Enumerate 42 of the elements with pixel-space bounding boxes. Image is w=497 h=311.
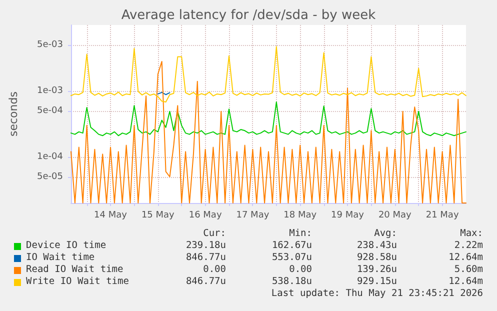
text: Avg: [374, 228, 397, 239]
text: Max: [460, 228, 483, 239]
text: 5.60m [454, 264, 483, 275]
text: 846.77u [186, 276, 226, 287]
text: 929.15u [356, 276, 397, 287]
text: Last update: Thu May 21 23:45:21 2026 [271, 288, 483, 299]
x-tick-label: 15 May [141, 210, 176, 220]
text: 538.18u [272, 276, 312, 287]
text: 2.22m [454, 240, 483, 251]
x-tick-label: 14 May [94, 210, 128, 220]
legend-label: Write IO Wait time [26, 276, 129, 287]
line-series [70, 46, 466, 102]
y-tick-label: 1e-04 [37, 152, 64, 162]
legend-label: IO Wait time [26, 252, 95, 263]
text: Cur: [203, 228, 226, 239]
text: 162.67u [272, 240, 312, 251]
legend-label: Read IO Wait time [26, 264, 124, 275]
y-tick-label: 5e-04 [37, 106, 64, 116]
x-tick-label: 16 May [188, 210, 222, 220]
text: 12.64m [448, 276, 483, 287]
text: 553.07u [272, 252, 312, 263]
text: 0.00 [203, 264, 226, 275]
text: 238.43u [356, 240, 397, 251]
chart-title: Average latency for /dev/sda - by week [121, 8, 376, 23]
text: 139.26u [356, 264, 397, 275]
text: 928.58u [356, 252, 397, 263]
y-tick-label: 1e-03 [37, 86, 63, 96]
y-tick-label: 5e-03 [37, 40, 63, 50]
text: 846.77u [186, 252, 226, 263]
text: 239.18u [186, 240, 226, 251]
text: Min: [289, 228, 312, 239]
text: 0.00 [289, 264, 312, 275]
x-tick-label: 19 May [331, 210, 365, 220]
x-tick-label: 17 May [236, 210, 270, 220]
line-series [70, 101, 466, 136]
text: 12.64m [448, 252, 483, 263]
x-tick-label: 21 May [426, 210, 460, 220]
legend-label: Device IO time [26, 240, 106, 251]
x-tick-label: 20 May [378, 210, 412, 220]
x-tick-label: 18 May [284, 210, 318, 220]
y-tick-label: 5e-05 [37, 172, 63, 182]
y-axis-title: seconds [7, 91, 20, 136]
